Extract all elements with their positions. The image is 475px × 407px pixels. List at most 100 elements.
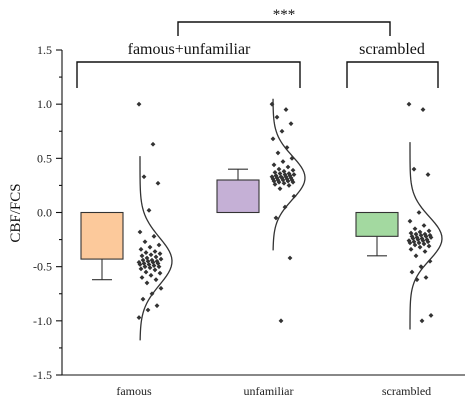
- data-point: [423, 275, 429, 280]
- data-point: [420, 238, 426, 244]
- data-point: [406, 238, 412, 244]
- data-point: [138, 266, 144, 272]
- data-point: [144, 280, 150, 286]
- data-point: [146, 262, 152, 267]
- data-point: [412, 226, 418, 232]
- data-point: [277, 171, 283, 176]
- x-category-label: scrambled: [382, 384, 431, 398]
- data-point: [410, 236, 416, 241]
- box-unfamiliar: [216, 179, 260, 214]
- data-point: [422, 249, 428, 254]
- data-point: [269, 174, 275, 180]
- data-point: [287, 255, 293, 261]
- data-point: [274, 175, 280, 181]
- y-tick-label: 1.5: [37, 43, 52, 57]
- data-point: [277, 186, 283, 192]
- data-point: [409, 233, 415, 239]
- x-category-labels: famous unfamiliar scrambled: [116, 384, 431, 398]
- data-point: [146, 207, 152, 213]
- data-point: [152, 267, 158, 273]
- data-point: [428, 313, 434, 318]
- data-point: [417, 244, 423, 250]
- data-point: [155, 180, 161, 186]
- data-point: [282, 204, 288, 210]
- data-point: [283, 107, 289, 112]
- x-category-label: unfamiliar: [244, 384, 294, 398]
- data-point: [274, 114, 280, 120]
- data-point: [275, 177, 281, 183]
- data-point: [137, 262, 143, 267]
- data-point: [407, 218, 413, 224]
- data-point: [143, 269, 149, 275]
- y-tick-label: -1.0: [33, 314, 52, 328]
- data-point: [291, 193, 297, 199]
- data-point: [273, 173, 279, 179]
- data-point: [272, 170, 278, 175]
- data-point: [421, 241, 427, 247]
- data-point: [286, 171, 292, 176]
- data-point: [145, 258, 151, 264]
- distribution-curve-famous: [139, 156, 173, 341]
- data-point: [285, 164, 291, 170]
- data-point: [413, 231, 419, 237]
- y-tick-label: -1.5: [33, 368, 52, 382]
- data-point: [289, 155, 295, 161]
- data-point: [151, 263, 157, 268]
- data-point: [422, 231, 428, 237]
- data-point: [149, 291, 155, 297]
- data-point: [156, 242, 162, 248]
- data-point: [271, 162, 277, 168]
- data-point: [414, 235, 420, 240]
- data-point: [148, 272, 154, 278]
- data-point: [427, 232, 433, 238]
- data-point: [284, 176, 290, 182]
- category-group-scrambled: [355, 101, 443, 330]
- data-point: [271, 178, 277, 184]
- data-point: [280, 177, 286, 183]
- data-point: [144, 255, 150, 261]
- data-point: [270, 176, 276, 182]
- significance-brackets: famous+unfamiliar scrambled ***: [76, 7, 439, 88]
- data-point: [424, 237, 430, 242]
- data-point: [270, 136, 276, 142]
- distribution-curve-unfamiliar: [272, 98, 306, 251]
- data-point: [139, 253, 145, 259]
- data-point: [136, 101, 142, 107]
- data-point: [158, 256, 164, 262]
- data-point: [269, 101, 275, 107]
- data-point: [415, 237, 421, 242]
- data-point: [276, 166, 282, 172]
- data-point: [286, 183, 292, 188]
- data-point: [406, 101, 412, 107]
- data-point: [138, 246, 144, 252]
- plot-area: [80, 98, 443, 341]
- data-point: [272, 181, 278, 187]
- data-point: [283, 174, 289, 180]
- data-point: [137, 229, 143, 235]
- data-point: [416, 210, 422, 215]
- data-point: [150, 141, 156, 147]
- data-point: [411, 239, 417, 245]
- data-point: [409, 269, 415, 275]
- data-point: [152, 249, 158, 254]
- category-group-famous: [80, 101, 173, 341]
- data-point: [141, 174, 147, 180]
- data-point: [154, 303, 160, 309]
- data-point: [414, 277, 420, 283]
- data-point: [145, 307, 151, 313]
- data-point: [290, 179, 296, 185]
- data-point: [418, 232, 424, 238]
- group-label-famous-unfamiliar: famous+unfamiliar: [128, 41, 251, 58]
- group-label-scrambled: scrambled: [359, 41, 425, 58]
- data-point: [419, 236, 425, 241]
- data-point: [426, 228, 432, 234]
- data-point: [139, 275, 145, 280]
- data-point: [157, 270, 163, 276]
- data-point: [282, 172, 288, 177]
- data-point: [276, 179, 282, 185]
- data-point: [153, 277, 159, 283]
- data-point: [151, 233, 157, 239]
- data-point: [156, 264, 162, 270]
- data-point: [418, 264, 424, 270]
